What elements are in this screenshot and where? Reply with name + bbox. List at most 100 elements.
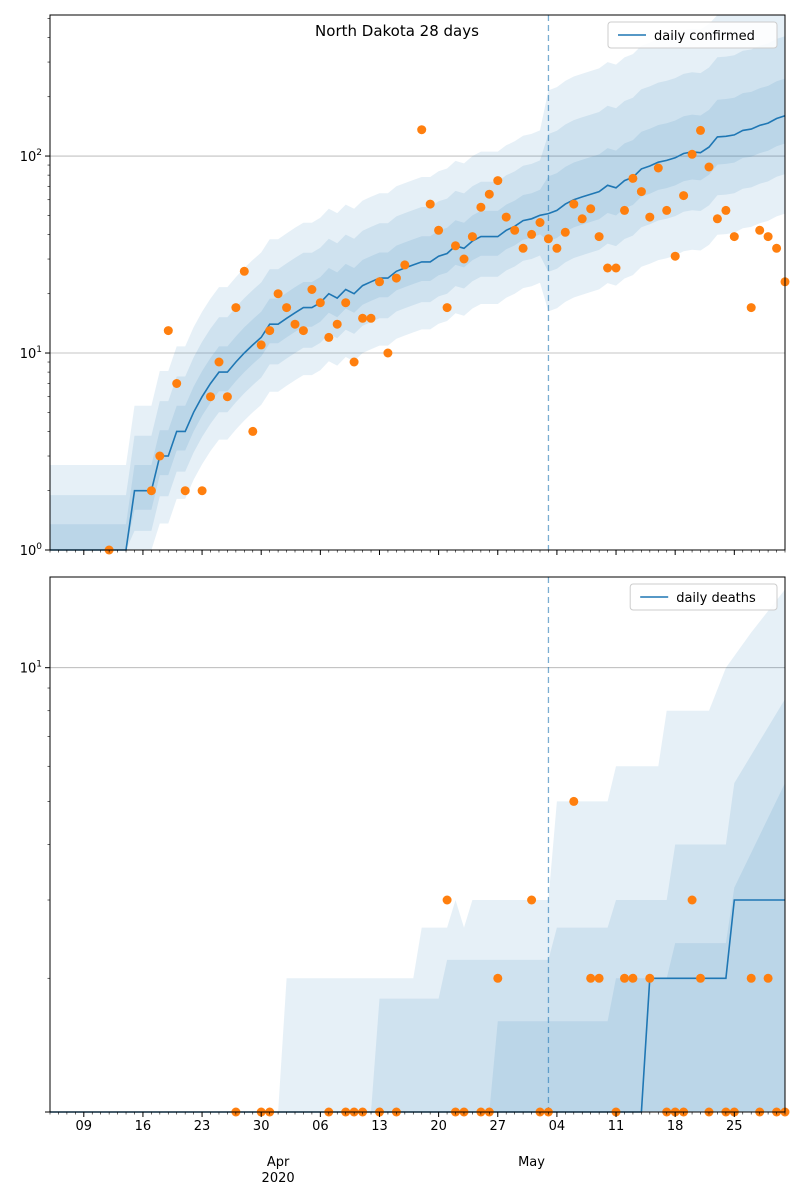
data-point — [383, 348, 393, 358]
data-point — [349, 357, 359, 367]
data-point — [687, 149, 697, 159]
data-point — [467, 232, 477, 242]
uncertainty-band — [50, 699, 785, 1112]
data-point — [645, 212, 655, 222]
data-point — [527, 229, 537, 239]
data-point — [239, 266, 249, 276]
legend-box — [629, 583, 778, 611]
x-tick-label: 27 — [489, 1119, 506, 1134]
data-point — [307, 285, 317, 294]
data-point — [586, 204, 596, 214]
x-tick-label: 18 — [667, 1119, 684, 1134]
data-point — [375, 277, 384, 287]
data-point — [366, 313, 376, 323]
data-point — [586, 973, 596, 983]
data-point — [358, 313, 368, 323]
data-point — [391, 273, 401, 283]
data-point — [569, 796, 579, 806]
data-point — [552, 243, 562, 253]
data-point — [222, 392, 232, 402]
plot-frame — [49, 14, 786, 551]
data-point — [273, 289, 283, 299]
data-point — [451, 241, 460, 251]
data-point — [712, 214, 722, 224]
data-point — [755, 225, 765, 235]
data-point — [163, 326, 173, 336]
data-point — [206, 392, 215, 402]
data-point — [620, 973, 629, 983]
data-point — [527, 895, 537, 905]
data-point — [265, 326, 275, 336]
y-tick-label: 101 — [20, 345, 42, 362]
data-point — [442, 303, 452, 313]
legend-label: daily confirmed — [654, 29, 755, 44]
data-point — [510, 225, 520, 235]
x-tick-label: 09 — [76, 1119, 93, 1134]
data-point — [653, 163, 663, 173]
data-point — [662, 205, 672, 215]
data-point — [332, 319, 342, 329]
uncertainty-band — [50, 36, 785, 550]
x-month-label: Apr — [267, 1155, 290, 1170]
deaths-panel: 09 16 23 30 06 13 20 27 04 11 18 25 101 daily deaths A… — [20, 576, 790, 1186]
chart-title: North Dakota 28 days — [315, 22, 479, 40]
data-point — [442, 895, 452, 905]
data-point — [298, 326, 308, 336]
series-line-daily-confirmed — [50, 115, 786, 551]
data-point — [324, 332, 334, 342]
data-point — [197, 486, 207, 496]
x-tick-label: 11 — [608, 1119, 625, 1134]
data-point — [290, 319, 300, 329]
data-point — [256, 340, 266, 350]
data-point — [594, 232, 604, 242]
data-point — [729, 232, 739, 242]
data-point — [400, 260, 410, 270]
data-point — [594, 973, 604, 983]
x-tick-label: 30 — [253, 1119, 270, 1134]
data-point — [484, 189, 494, 199]
data-point — [645, 973, 655, 983]
x-tick-label: 13 — [371, 1119, 388, 1134]
data-point — [560, 227, 570, 237]
y-tick-label: 101 — [20, 660, 42, 677]
uncertainty-band — [50, 15, 785, 550]
data-point — [772, 243, 782, 253]
data-point — [670, 251, 680, 261]
data-point — [721, 205, 731, 215]
uncertainty-band — [50, 78, 785, 550]
x-tick-label: 23 — [194, 1119, 211, 1134]
data-point — [687, 895, 697, 905]
x-tick-label: 25 — [726, 1119, 743, 1134]
data-point — [577, 214, 587, 224]
data-point — [543, 234, 553, 244]
data-point — [417, 125, 427, 135]
data-point — [341, 298, 351, 308]
x-tick-label: 06 — [312, 1119, 329, 1134]
legend-box — [607, 21, 778, 49]
data-point — [248, 426, 258, 436]
uncertainty-band — [50, 783, 785, 1112]
data-point — [231, 303, 241, 313]
data-point — [620, 205, 629, 215]
data-point — [501, 212, 511, 222]
data-point — [603, 263, 613, 273]
y-tick-label: 100 — [20, 542, 43, 559]
data-point — [425, 199, 435, 209]
data-point — [434, 225, 444, 235]
data-point — [696, 973, 705, 983]
x-tick-label: 16 — [135, 1119, 152, 1134]
x-tick-label: 20 — [430, 1119, 447, 1134]
data-point — [746, 303, 756, 313]
data-point — [476, 202, 486, 212]
data-point — [315, 298, 325, 308]
data-point — [628, 973, 638, 983]
data-point — [459, 254, 469, 264]
data-point — [763, 973, 773, 983]
data-point — [535, 218, 545, 227]
x-year-label: 2020 — [262, 1171, 295, 1186]
confirmed-panel: 100 101 102 North Dakota 28 days daily confi… — [20, 14, 790, 559]
legend-label: daily deaths — [676, 591, 756, 606]
data-point — [746, 973, 756, 983]
data-point — [518, 243, 528, 253]
